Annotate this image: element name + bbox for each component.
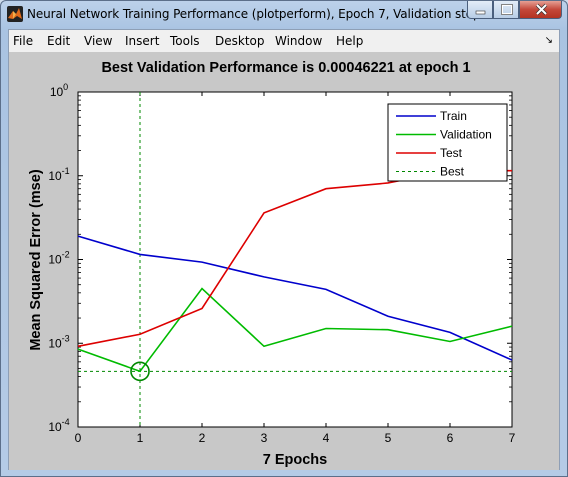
x-axis-label: 7 Epochs (263, 452, 327, 468)
y-axis-label: Mean Squared Error (mse) (28, 169, 44, 350)
matlab-icon (7, 6, 23, 22)
y-tick-exponent: -3 (62, 333, 70, 343)
y-tick-exponent: -2 (62, 250, 70, 260)
legend-label-best: Best (440, 165, 465, 179)
y-tick-label: 10-1 (48, 166, 69, 183)
legend-label-train: Train (440, 109, 467, 123)
menu-help[interactable]: Help (336, 34, 364, 48)
y-tick-label: 10-3 (48, 333, 69, 350)
y-tick-exponent: 0 (63, 82, 68, 92)
legend-box (387, 103, 508, 182)
y-tick-label: 10-2 (48, 250, 69, 267)
minimize-button[interactable] (467, 1, 493, 19)
window-title: Neural Network Training Performance (plo… (27, 7, 485, 21)
series-line-validation (77, 287, 513, 373)
x-tick-label: 2 (199, 431, 206, 445)
menu-view[interactable]: View (84, 34, 113, 48)
menu-insert[interactable]: Insert (125, 34, 160, 48)
menu-window[interactable]: Window (275, 34, 323, 48)
y-tick-label: 100 (50, 82, 68, 99)
close-icon (535, 3, 548, 16)
menu-file[interactable]: File (13, 34, 34, 48)
dock-arrow-icon[interactable]: ↘ (544, 35, 553, 46)
figure-canvas: Best Validation Performance is 0.0004622… (9, 52, 559, 470)
legend-label-test: Test (440, 146, 463, 160)
x-tick-label: 0 (75, 431, 82, 445)
y-tick-exponent: -4 (62, 417, 70, 427)
x-tick-label: 4 (323, 431, 330, 445)
x-tick-label: 6 (447, 431, 454, 445)
performance-chart: Best Validation Performance is 0.0004622… (28, 60, 516, 468)
menu-desktop[interactable]: Desktop (215, 34, 265, 48)
maximize-button[interactable] (493, 1, 519, 19)
y-tick-exponent: -1 (62, 166, 70, 176)
chart-title: Best Validation Performance is 0.0004622… (101, 60, 470, 76)
figure-client-area: File Edit View Insert Tools Desktop Wind… (8, 29, 560, 470)
x-tick-label: 7 (509, 431, 516, 445)
maximize-icon (501, 4, 513, 15)
caption-buttons (467, 1, 562, 20)
close-button[interactable] (519, 1, 562, 19)
x-tick-label: 3 (261, 431, 268, 445)
title-bar[interactable]: Neural Network Training Performance (plo… (1, 1, 567, 28)
series-lines (77, 92, 513, 427)
legend: Train Validation Test Best (387, 103, 508, 182)
series-line-train (77, 235, 513, 361)
y-tick-label: 10-4 (48, 417, 69, 434)
menu-edit[interactable]: Edit (47, 34, 71, 48)
x-tick-label: 1 (137, 431, 144, 445)
minimize-icon (475, 10, 486, 15)
x-tick-label: 5 (385, 431, 392, 445)
best-marker-circle (130, 361, 150, 382)
menu-tools[interactable]: Tools (170, 34, 200, 48)
legend-label-validation: Validation (440, 128, 492, 142)
menu-bar: File Edit View Insert Tools Desktop Wind… (9, 30, 559, 53)
